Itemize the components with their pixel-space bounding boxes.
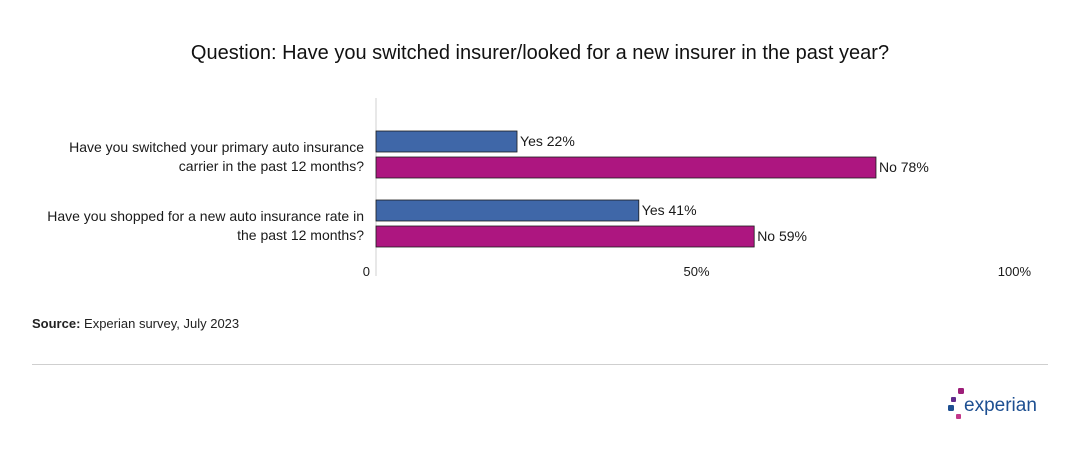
bar-chart: Have you switched your primary auto insu… xyxy=(47,98,1032,279)
logo-mark-icon xyxy=(948,388,964,419)
bar-yes xyxy=(375,130,518,153)
data-label: Yes 41% xyxy=(642,202,697,218)
chart-title: Question: Have you switched insurer/look… xyxy=(190,42,890,64)
x-tick-label: 50% xyxy=(683,264,709,279)
footer-divider xyxy=(32,364,1048,365)
data-label: Yes 22% xyxy=(520,133,575,149)
category-label: the past 12 months? xyxy=(237,227,364,243)
experian-logo: experian xyxy=(948,388,1037,419)
x-tick-label: 100% xyxy=(998,264,1032,279)
source-note: Source: Experian survey, July 2023 xyxy=(32,316,239,331)
source-label: Source: xyxy=(32,316,81,331)
data-label: No 78% xyxy=(879,159,929,175)
source-text: Experian survey, July 2023 xyxy=(80,316,240,331)
category-label: Have you shopped for a new auto insuranc… xyxy=(47,208,364,224)
logo-wordmark: experian xyxy=(964,395,1037,416)
bar-no xyxy=(375,156,877,179)
category-label: Have you switched your primary auto insu… xyxy=(69,139,364,155)
category-label: carrier in the past 12 months? xyxy=(179,158,364,174)
bar-yes xyxy=(375,199,640,222)
x-tick-label: 0 xyxy=(363,264,370,279)
data-label: No 59% xyxy=(757,228,807,244)
bar-no xyxy=(375,225,755,248)
